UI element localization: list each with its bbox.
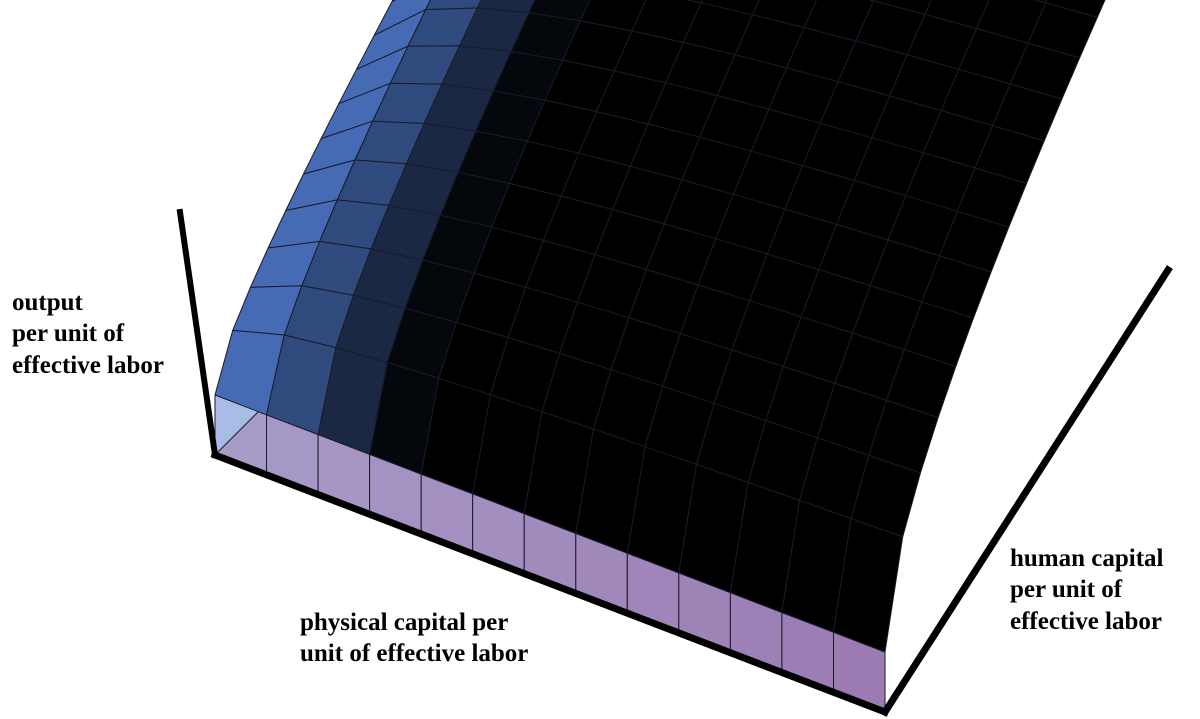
z-axis-label: output per unit of effective labor [12, 289, 165, 379]
y-axis-line [880, 265, 1173, 717]
front-face [214, 394, 886, 713]
surface-cell [391, 0, 397, 3]
top-surface [214, 0, 1106, 653]
x-axis-line [210, 450, 890, 717]
surface-cell [833, 518, 904, 653]
x-axis-label: physical capital per unit of effective l… [300, 609, 529, 668]
y-axis-label: human capital per unit of effective labo… [1010, 545, 1164, 635]
axes [176, 208, 1173, 717]
z-axis-line [176, 208, 219, 459]
